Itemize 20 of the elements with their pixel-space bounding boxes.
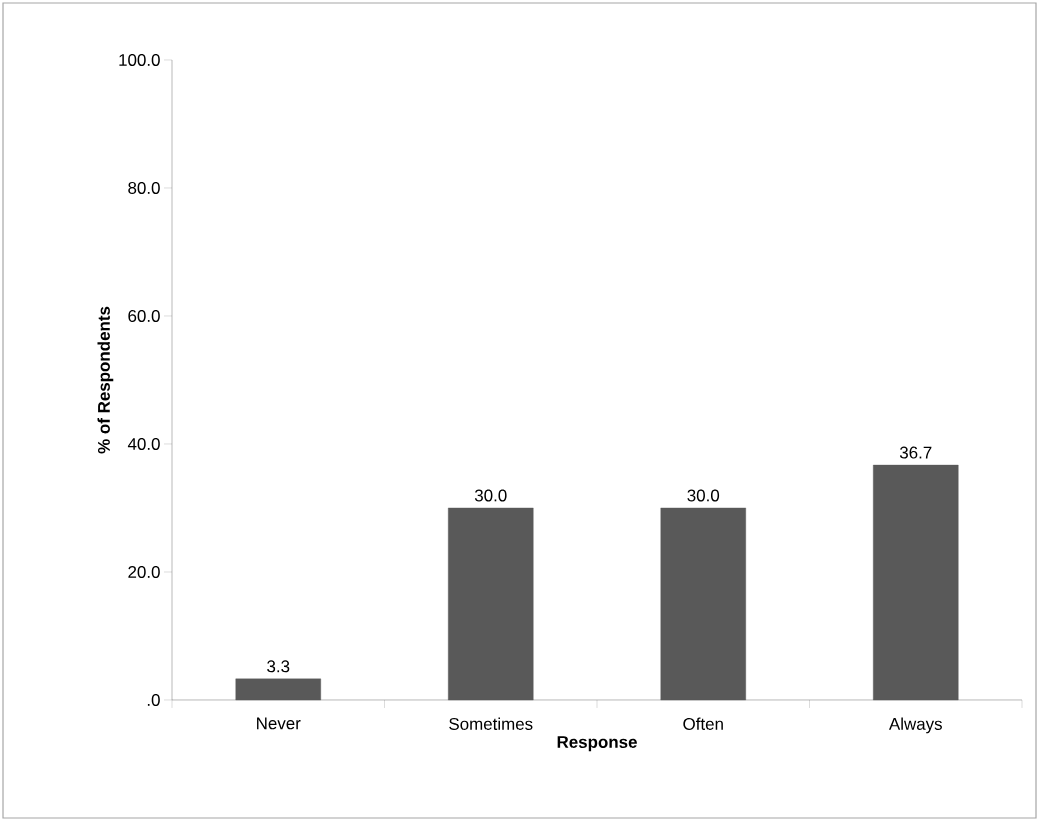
y-tick-label: .0 (147, 693, 160, 706)
y-axis-title: % of Respondents (97, 306, 114, 454)
x-tick-label: Always (888, 717, 942, 734)
y-tick-label: 100.0 (119, 53, 160, 66)
y-tick-label: 80.0 (128, 181, 160, 194)
x-tick-label: Sometimes (449, 717, 533, 730)
data-label: 30.0 (687, 489, 720, 502)
data-label: 3.3 (267, 660, 290, 673)
y-tick-label: 40.0 (127, 437, 160, 450)
data-label: 36.7 (899, 446, 932, 459)
data-label: 30.0 (474, 489, 507, 502)
bar (660, 507, 746, 701)
x-tick-label: Often (683, 717, 723, 730)
bar (448, 507, 534, 701)
x-tick-label: Never (257, 717, 301, 730)
y-tick-label: 60.0 (128, 309, 160, 322)
bar (235, 678, 321, 701)
bar (873, 464, 959, 701)
x-axis-title: Response (557, 736, 637, 752)
y-tick-label: 20.0 (128, 565, 160, 578)
